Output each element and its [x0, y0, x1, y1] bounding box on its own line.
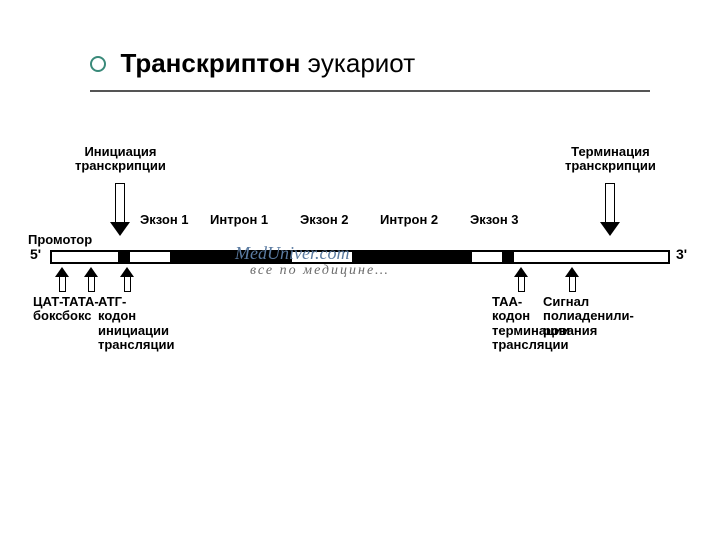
- three-prime: 3': [676, 246, 687, 262]
- title-rest: эукариот: [300, 48, 415, 78]
- atg-arrow-label: АТГ-кодонинициациитрансляции: [98, 295, 174, 352]
- exon3-label: Экзон 3: [470, 213, 519, 227]
- segment-gap1: [98, 252, 118, 262]
- watermark-line2: все по медицине…: [250, 263, 390, 279]
- segment-promoter-cat: [52, 252, 68, 262]
- intron2-label: Интрон 2: [380, 213, 438, 227]
- segment-taa: [502, 252, 514, 262]
- title-bold: Транскриптон: [120, 48, 300, 78]
- taa-arrow: [514, 267, 528, 292]
- gene-diagram: Инициация транскрипции Терминация транск…: [20, 145, 700, 375]
- intron1-label: Интрон 1: [210, 213, 268, 227]
- title-underline: [90, 90, 650, 92]
- segment-atg: [118, 252, 130, 262]
- tata-arrow-label: ТАТА-бокс: [62, 295, 99, 324]
- five-prime: 5': [30, 246, 41, 262]
- polya-arrow-label: Сигналполиаденили-рования: [543, 295, 634, 338]
- cat-arrow-label: ЦАТ-бокс: [33, 295, 64, 324]
- segment-promoter-tata: [68, 252, 98, 262]
- segment-utr3: [534, 252, 668, 262]
- cat-arrow: [55, 267, 69, 292]
- polya-arrow: [565, 267, 579, 292]
- bullet-icon: [90, 56, 106, 72]
- exon2-label: Экзон 2: [300, 213, 349, 227]
- gene-bar: [50, 250, 670, 264]
- segment-exon3-b: [514, 252, 534, 262]
- slide-title: Транскриптон эукариот: [120, 48, 415, 78]
- tata-arrow: [84, 267, 98, 292]
- watermark-line1: MedUniver.com: [235, 243, 349, 264]
- title-row: Транскриптон эукариот: [90, 48, 415, 79]
- atg-arrow: [120, 267, 134, 292]
- initiation-arrow: [110, 183, 130, 236]
- segment-exon3-a: [472, 252, 502, 262]
- initiation-label: Инициация транскрипции: [75, 145, 166, 174]
- exon1-label: Экзон 1: [140, 213, 189, 227]
- termination-arrow: [600, 183, 620, 236]
- segment-intron2: [352, 252, 472, 262]
- segment-exon1: [130, 252, 170, 262]
- termination-label: Терминация транскрипции: [565, 145, 656, 174]
